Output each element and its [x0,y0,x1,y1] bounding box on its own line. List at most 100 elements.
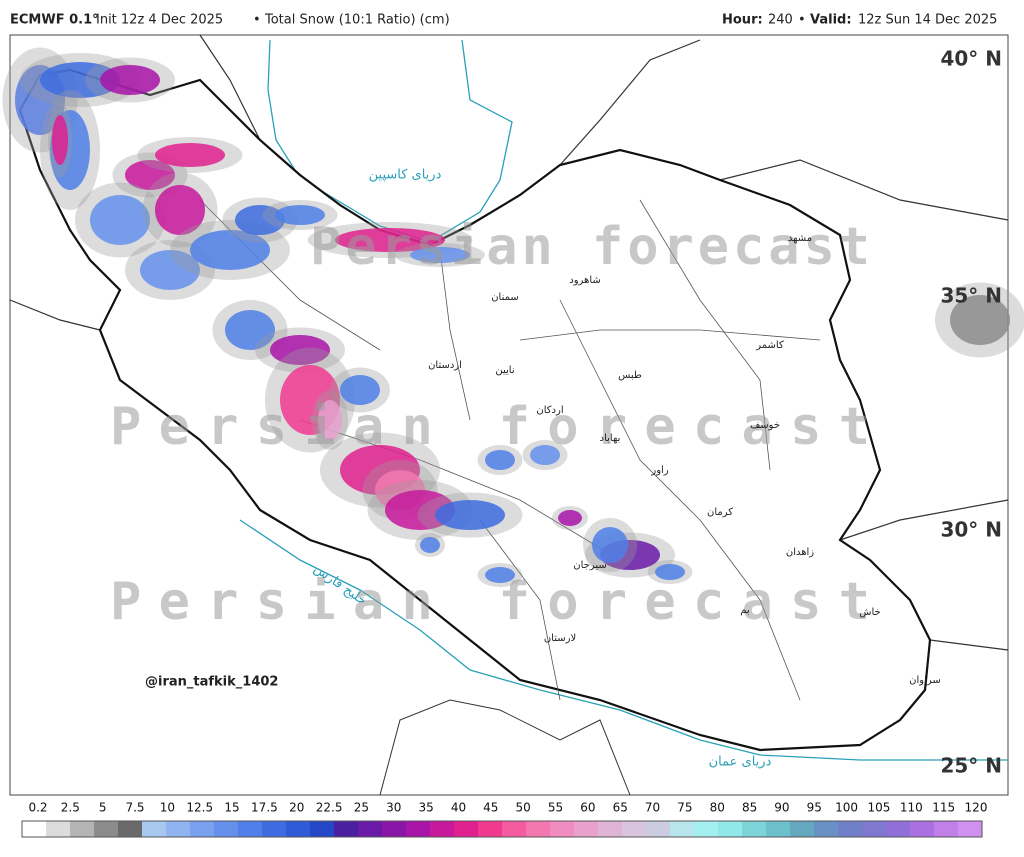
legend-tick-label: 15 [224,801,239,815]
legend-swatch [958,821,983,837]
header-separator: • [798,13,806,28]
legend-swatch [358,821,383,837]
legend-tick-label: 50 [516,801,531,815]
place-label: کرمان [707,507,733,518]
legend-swatch [46,821,71,837]
legend-swatch [478,821,503,837]
header-init: Init 12z 4 Dec 2025 [96,13,223,28]
snow-blob [435,500,505,530]
legend-swatch [334,821,359,837]
legend-tick-label: 2.5 [61,801,80,815]
legend-swatch [70,821,95,837]
legend-swatch [718,821,743,837]
header-model: ECMWF 0.1° [10,13,99,28]
snow-blob [530,445,560,465]
place-label: بم [740,605,749,616]
legend-tick-label: 10 [160,801,175,815]
place-label: لارستان [544,633,576,644]
place-label: مشهد [788,233,812,244]
legend-tick-label: 40 [451,801,466,815]
legend-tick-label: 100 [835,801,858,815]
snow-blob [410,247,470,263]
place-label: طبس [618,370,642,381]
snow-blob [655,564,685,580]
place-label: زاهدان [786,547,814,558]
legend-tick-label: 0.2 [28,801,47,815]
latitude-label: 40° N [940,47,1002,71]
legend-tick-label: 20 [289,801,304,815]
legend-tick-label: 110 [900,801,923,815]
place-label: خاش [859,607,880,618]
legend-swatch [622,821,647,837]
border-lines [9,34,1009,651]
snow-blob [318,400,342,440]
place-label: سمنان [491,292,519,303]
legend-swatch [382,821,407,837]
snow-blob [420,537,440,553]
legend-tick-label: 80 [710,801,725,815]
legend-tick-label: 7.5 [125,801,144,815]
legend-swatch [886,821,911,837]
legend-swatch [598,821,623,837]
legend-tick-label: 5 [99,801,107,815]
snow-blob [592,527,628,563]
snow-blob [485,450,515,470]
sea-label: دریای کاسپین [369,168,442,183]
legend-swatch [190,821,215,837]
place-label: شاهرود [569,275,601,286]
snow-blob [52,115,68,165]
legend-tick-label: 12.5 [186,801,213,815]
snow-blob [485,567,515,583]
legend-swatch [646,821,671,837]
arabia-coast [379,699,631,796]
legend-tick-label: 90 [774,801,789,815]
legend-tick-label: 25 [354,801,369,815]
header-valid-label: Valid: [810,13,852,28]
legend-swatch [262,821,287,837]
legend-swatch [214,821,239,837]
snow-blob [155,143,225,167]
legend-tick-label: 105 [868,801,891,815]
snow-blob [40,62,120,98]
snow-blob [100,65,160,95]
place-label: سیرجان [573,560,607,571]
header-separator: • [253,13,261,28]
legend-swatch [454,821,479,837]
snow-blob [275,205,325,225]
place-label: بهاباد [600,433,621,444]
legend-swatch [766,821,791,837]
sea-label: دریای عمان [709,755,772,770]
header-valid: 12z Sun 14 Dec 2025 [858,13,997,28]
place-label: سراوان [909,675,941,686]
legend-swatch [94,821,119,837]
latitude-label: 35° N [940,284,1002,308]
legend-swatch [286,821,311,837]
legend-tick-label: 65 [613,801,628,815]
snow-blob [225,310,275,350]
legend-swatch [142,821,167,837]
legend-swatch [526,821,551,837]
snow-blob [190,230,270,270]
legend-swatch [406,821,431,837]
snow-blob [270,335,330,365]
legend-swatch [862,821,887,837]
legend-tick-label: 45 [483,801,498,815]
legend-swatch [838,821,863,837]
legend-tick-label: 85 [742,801,757,815]
place-label: کاشمر [755,340,784,351]
snow-blob [558,510,582,526]
legend-swatch [238,821,263,837]
snow-blob [340,375,380,405]
legend-tick-label: 120 [965,801,988,815]
snow-blob [90,195,150,245]
header-hour-label: Hour: [722,13,763,28]
legend-swatch [430,821,455,837]
legend-tick-label: 35 [418,801,433,815]
legend-swatch [814,821,839,837]
legend-swatch [22,821,47,837]
place-label: راور [650,465,668,476]
gulf-coast [239,519,1008,761]
legend-swatch [694,821,719,837]
